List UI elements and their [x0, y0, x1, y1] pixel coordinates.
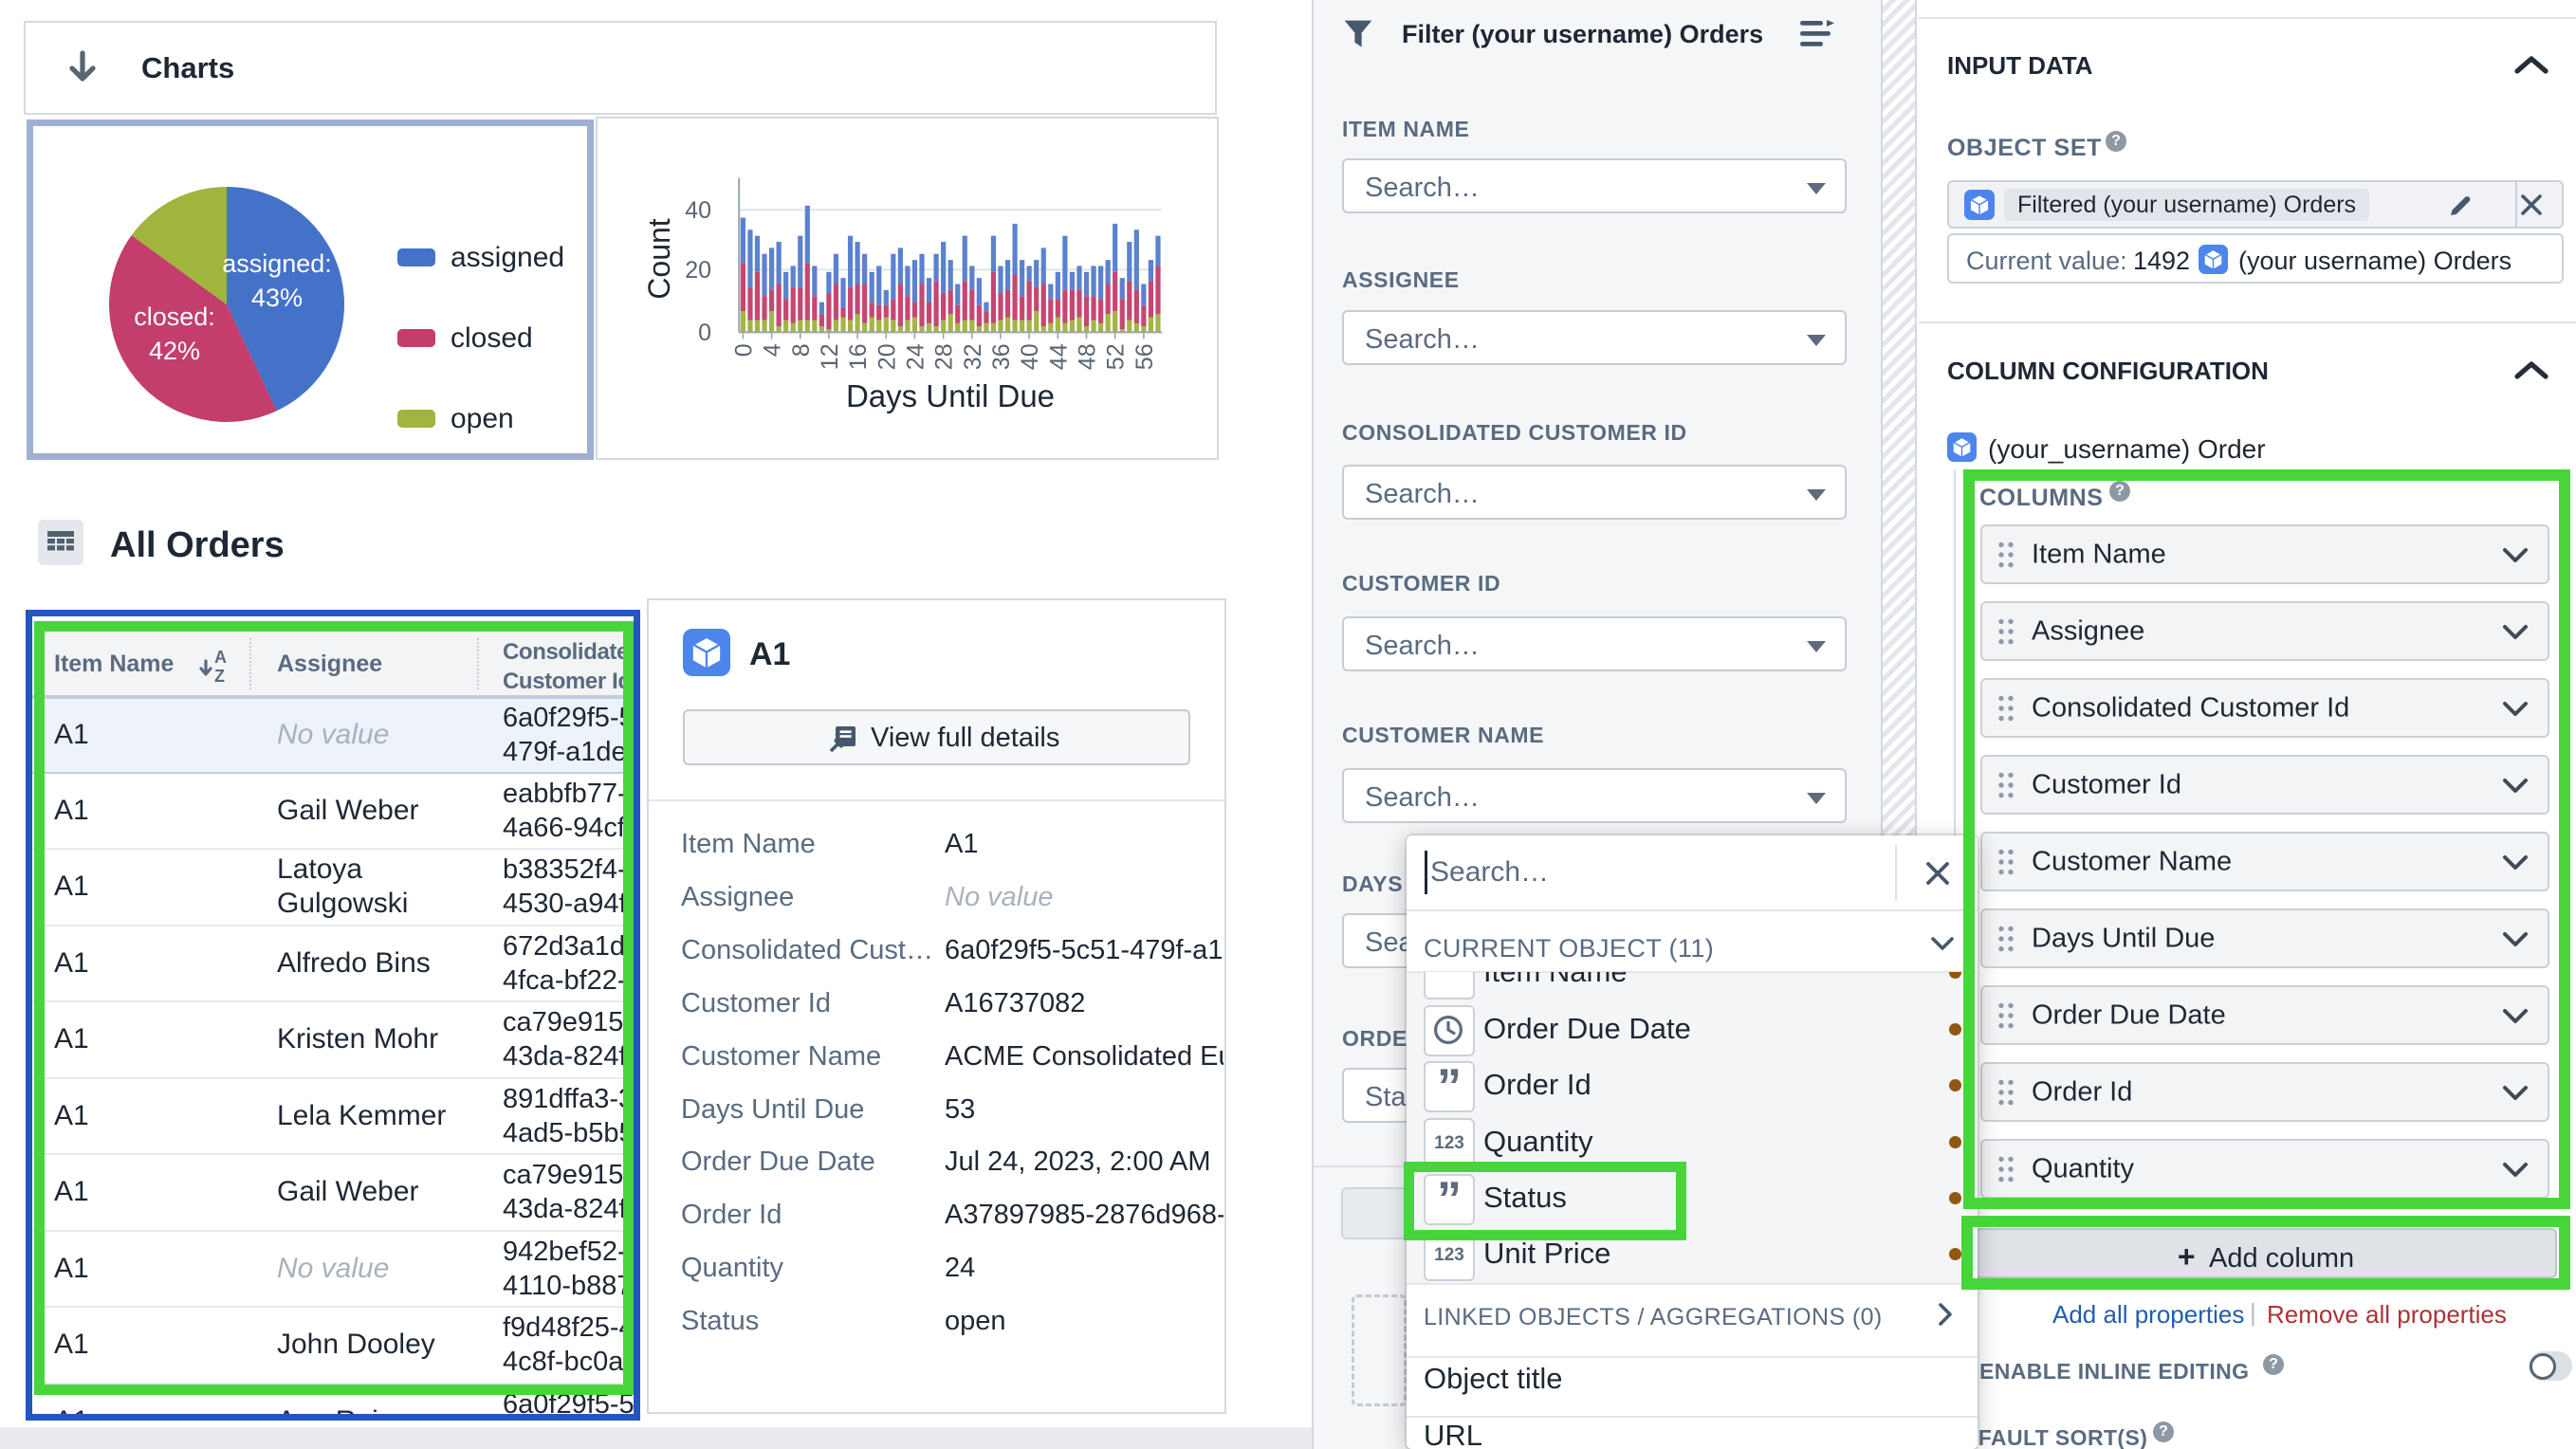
svg-text:42%: 42%	[149, 337, 200, 365]
svg-text:0: 0	[730, 343, 757, 357]
svg-text:40: 40	[1017, 343, 1043, 370]
svg-text:4: 4	[760, 343, 786, 357]
svg-text:assigned: assigned	[451, 242, 564, 273]
svg-text:closed:: closed:	[134, 303, 215, 331]
svg-text:0: 0	[698, 320, 711, 346]
svg-text:Count: Count	[642, 218, 676, 300]
svg-text:open: open	[451, 403, 514, 434]
svg-text:43%: 43%	[251, 284, 303, 312]
svg-text:32: 32	[960, 343, 986, 370]
svg-text:Z: Z	[214, 667, 225, 684]
svg-text:52: 52	[1103, 343, 1130, 370]
svg-text:16: 16	[845, 343, 872, 370]
svg-text:closed: closed	[451, 322, 533, 354]
svg-text:8: 8	[788, 343, 815, 357]
svg-text:20: 20	[874, 343, 900, 370]
svg-text:24: 24	[902, 343, 929, 370]
svg-text:48: 48	[1075, 343, 1101, 370]
svg-text:A: A	[214, 648, 227, 667]
svg-text:20: 20	[685, 257, 711, 284]
svg-text:assigned:: assigned:	[222, 249, 332, 278]
svg-text:28: 28	[931, 343, 958, 370]
svg-text:44: 44	[1045, 343, 1072, 370]
svg-text:Days Until Due: Days Until Due	[846, 378, 1055, 413]
svg-text:36: 36	[988, 343, 1015, 370]
svg-text:56: 56	[1132, 343, 1158, 370]
svg-text:40: 40	[685, 197, 711, 224]
svg-text:12: 12	[817, 343, 843, 370]
